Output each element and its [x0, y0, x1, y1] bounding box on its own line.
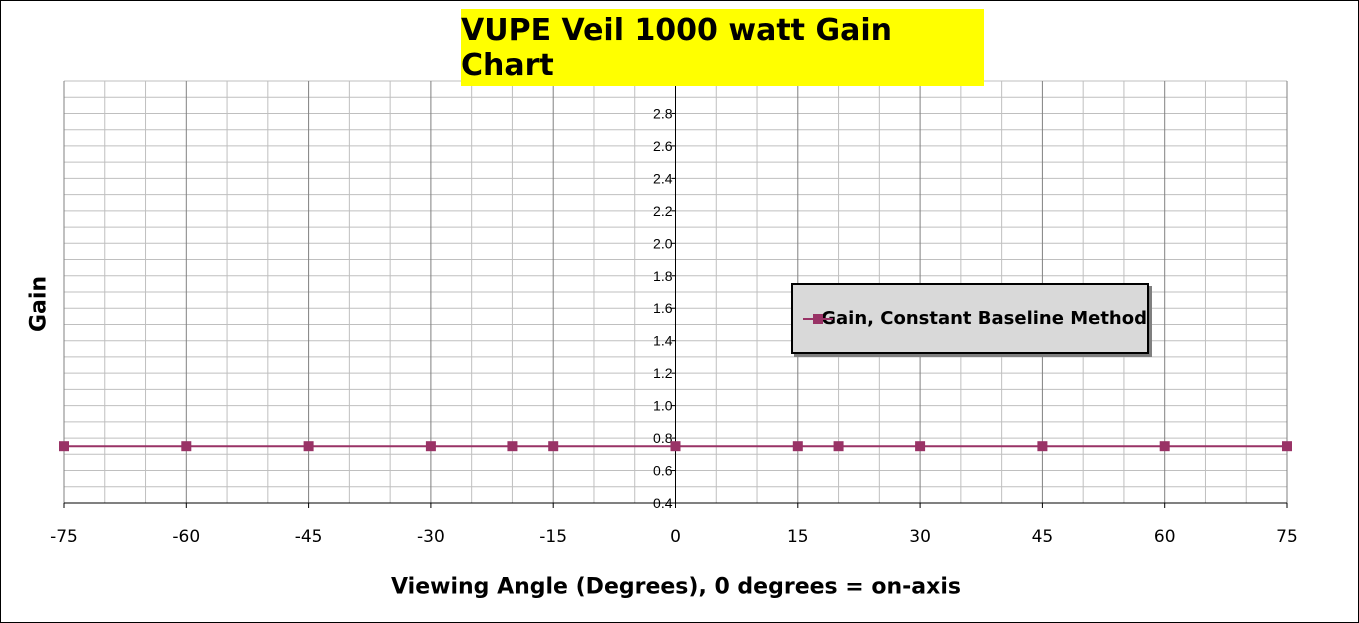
x-tick-label: 75	[1276, 527, 1298, 547]
x-tick-label: -60	[172, 527, 200, 547]
chart-title: VUPE Veil 1000 watt Gain Chart	[461, 9, 984, 86]
y-tick-label: 2.4	[653, 170, 673, 186]
y-tick-label: 2.0	[653, 235, 673, 251]
data-point	[915, 441, 926, 452]
data-point	[59, 441, 69, 452]
data-point	[507, 441, 518, 452]
data-point	[181, 441, 192, 452]
x-tick-label: -45	[295, 527, 323, 547]
y-tick-label: 1.6	[653, 300, 673, 316]
data-point	[1037, 441, 1048, 452]
data-point	[1159, 441, 1170, 452]
y-tick-label: 1.2	[653, 365, 673, 381]
x-tick-label: 30	[909, 527, 931, 547]
y-axis-label: Gain	[26, 275, 52, 333]
x-tick-label: -30	[417, 527, 445, 547]
y-tick-label: 2.8	[653, 105, 673, 121]
data-point	[303, 441, 314, 452]
data-point	[548, 441, 559, 452]
data-point	[792, 441, 803, 452]
x-axis-label: Viewing Angle (Degrees), 0 degrees = on-…	[391, 574, 961, 600]
y-tick-label: 2.2	[653, 203, 673, 219]
y-tick-label: 2.6	[653, 138, 673, 154]
y-tick-label: 1.8	[653, 268, 673, 284]
y-tick-label: 0.4	[653, 495, 673, 511]
x-tick-label: 45	[1032, 527, 1054, 547]
y-tick-label: 0.6	[653, 463, 673, 479]
data-point	[670, 441, 681, 452]
data-point	[425, 441, 436, 452]
x-tick-label: 15	[787, 527, 809, 547]
legend: Gain, Constant Baseline Method	[791, 283, 1149, 354]
x-tick-label: 60	[1154, 527, 1176, 547]
x-tick-label: -75	[50, 527, 78, 547]
legend-series-marker-icon	[803, 313, 833, 325]
y-tick-label: 1.0	[653, 398, 673, 414]
data-point	[833, 441, 844, 452]
legend-square-marker	[813, 313, 823, 324]
y-tick-label: 0.8	[653, 430, 673, 446]
y-tick-label: 1.4	[653, 333, 673, 349]
data-point	[1282, 441, 1292, 452]
x-tick-label: -15	[539, 527, 567, 547]
x-tick-label: 0	[670, 527, 681, 547]
legend-entry-label: Gain, Constant Baseline Method	[821, 308, 1147, 329]
chart-title-text: VUPE Veil 1000 watt Gain Chart	[461, 12, 892, 83]
